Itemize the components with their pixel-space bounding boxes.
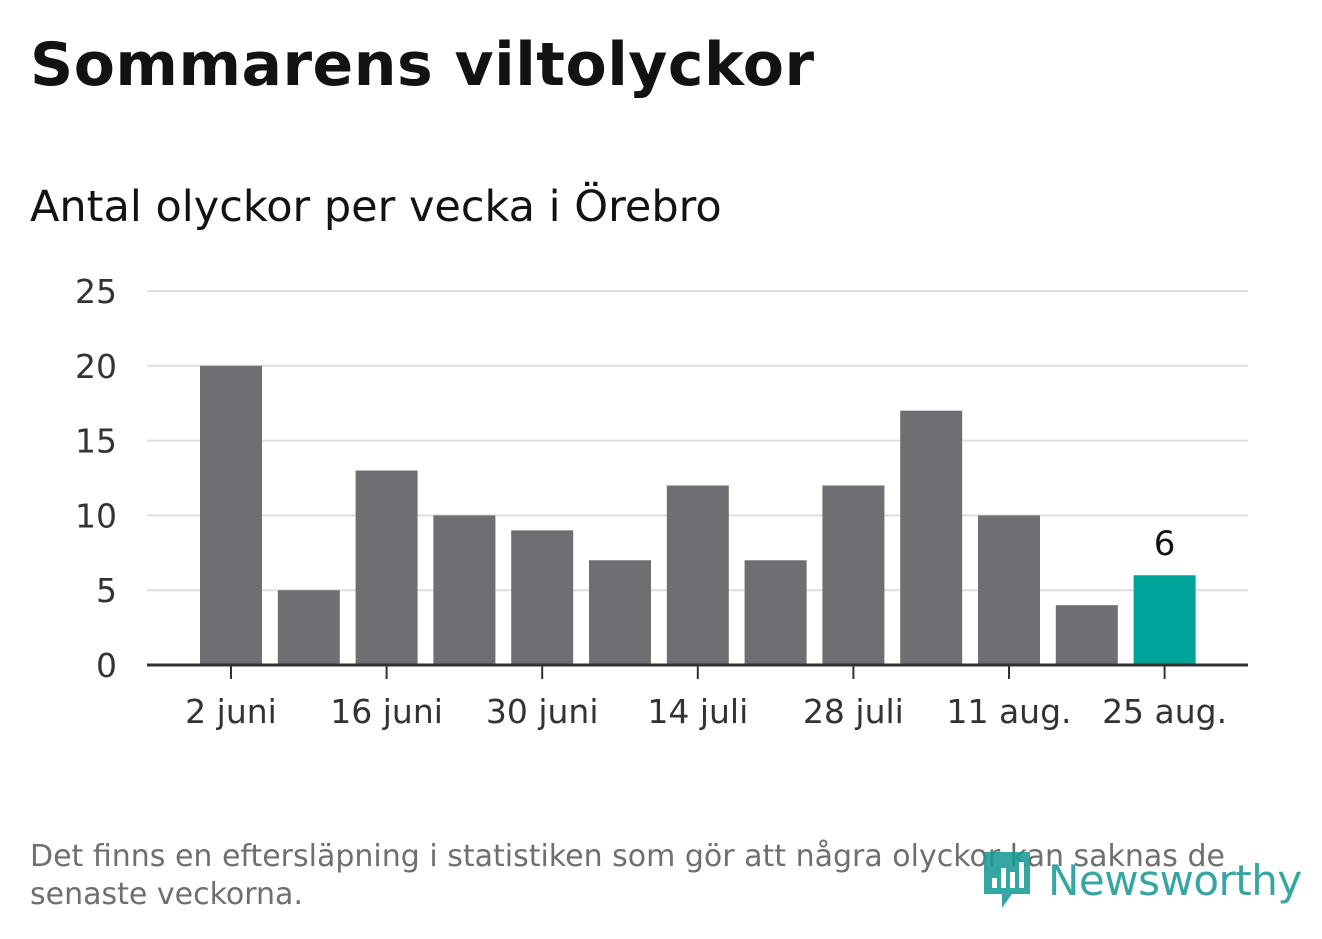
bar (433, 515, 496, 665)
x-tick-label: 16 juni (330, 692, 443, 731)
chart-subtitle: Antal olyckor per vecka i Örebro (30, 182, 722, 232)
data-label: 6 (1154, 524, 1176, 564)
y-tick-label: 25 (75, 272, 117, 311)
bar-highlighted (1133, 575, 1196, 665)
newsworthy-logo-icon (984, 852, 1030, 908)
bars (200, 365, 1196, 665)
y-tick-label: 10 (75, 496, 117, 535)
bar (744, 560, 807, 665)
bar (511, 530, 574, 665)
bar (978, 515, 1040, 665)
y-tick-label: 15 (75, 422, 117, 461)
bar (589, 560, 651, 665)
logo-text: Newsworthy (1048, 855, 1302, 905)
bar (200, 365, 262, 665)
y-tick-label: 20 (75, 347, 117, 386)
bar (666, 485, 729, 665)
x-tick-label: 14 juli (647, 692, 748, 731)
x-tick-label: 11 aug. (946, 692, 1071, 731)
bar (1055, 605, 1118, 665)
axes: 0 5 10 15 20 25 6 2 juni 16 juni 30 juni 14 juli 28… (75, 272, 1248, 731)
newsworthy-logo: Newsworthy (980, 848, 1302, 912)
chart-title: Sommarens viltolyckor (30, 30, 815, 100)
x-tick-label: 30 juni (486, 692, 599, 731)
x-tick-label: 28 juli (803, 692, 904, 731)
bar (355, 470, 418, 665)
y-tick-label: 5 (96, 571, 117, 610)
bar (277, 590, 340, 665)
bar-chart: 0 5 10 15 20 25 6 2 juni 16 juni 30 juni 14 juli 28… (75, 272, 1248, 731)
bar (900, 410, 963, 665)
x-tick-label: 25 aug. (1102, 692, 1227, 731)
bar (822, 485, 885, 665)
y-tick-label: 0 (96, 646, 117, 685)
x-tick-label: 2 juni (185, 692, 277, 731)
